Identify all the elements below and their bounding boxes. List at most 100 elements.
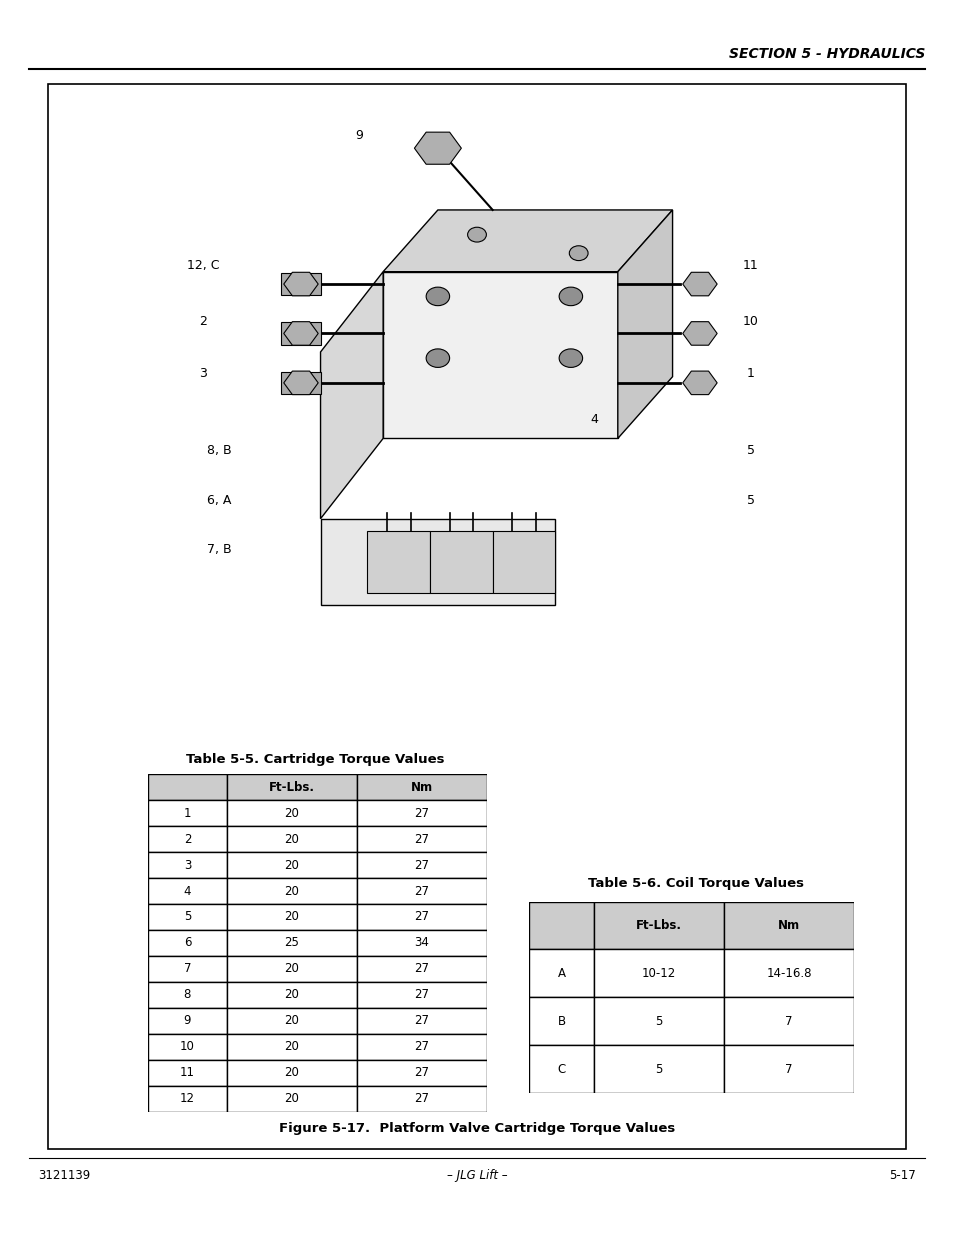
- Text: Table 5-6. Coil Torque Values: Table 5-6. Coil Torque Values: [588, 877, 803, 889]
- Bar: [356, 904, 486, 930]
- Text: 1: 1: [183, 806, 191, 820]
- Text: 7: 7: [183, 962, 191, 976]
- Text: 27: 27: [414, 1040, 429, 1053]
- Bar: [356, 852, 486, 878]
- Circle shape: [467, 227, 486, 242]
- Text: 2: 2: [183, 832, 191, 846]
- Text: 5: 5: [184, 910, 191, 924]
- Bar: [227, 1034, 356, 1060]
- Bar: [529, 1045, 594, 1093]
- Text: Ft-Lbs.: Ft-Lbs.: [269, 781, 314, 794]
- Text: 5: 5: [655, 1015, 662, 1028]
- Bar: [356, 956, 486, 982]
- Bar: [227, 852, 356, 878]
- Text: 27: 27: [414, 1014, 429, 1028]
- Text: 6, A: 6, A: [207, 494, 231, 506]
- Text: 12, C: 12, C: [187, 259, 219, 272]
- Text: A: A: [558, 967, 565, 979]
- Text: 27: 27: [414, 884, 429, 898]
- Bar: [430, 531, 492, 593]
- Text: 20: 20: [284, 962, 299, 976]
- Bar: [594, 998, 723, 1045]
- Circle shape: [558, 350, 582, 368]
- Bar: [281, 372, 320, 394]
- Text: 5: 5: [746, 445, 754, 457]
- Text: 8: 8: [184, 988, 191, 1002]
- Text: 7: 7: [784, 1062, 792, 1076]
- Bar: [148, 1008, 227, 1034]
- Bar: [594, 1045, 723, 1093]
- Bar: [723, 950, 853, 998]
- Bar: [148, 852, 227, 878]
- Bar: [356, 1060, 486, 1086]
- Text: 27: 27: [414, 806, 429, 820]
- Bar: [356, 982, 486, 1008]
- Text: 3: 3: [199, 367, 207, 380]
- Bar: [148, 826, 227, 852]
- Text: 20: 20: [284, 858, 299, 872]
- Bar: [148, 800, 227, 826]
- Text: 20: 20: [284, 806, 299, 820]
- Bar: [148, 1060, 227, 1086]
- Text: 10: 10: [180, 1040, 194, 1053]
- Text: 27: 27: [414, 858, 429, 872]
- Text: Nm: Nm: [777, 919, 800, 932]
- Text: 11: 11: [742, 259, 758, 272]
- Bar: [356, 1086, 486, 1112]
- Bar: [594, 950, 723, 998]
- Bar: [723, 902, 853, 950]
- Text: 5: 5: [655, 1062, 662, 1076]
- Bar: [227, 904, 356, 930]
- Bar: [723, 1045, 853, 1093]
- Circle shape: [426, 288, 449, 306]
- Text: 20: 20: [284, 988, 299, 1002]
- Text: 7, B: 7, B: [206, 543, 231, 556]
- Text: 27: 27: [414, 832, 429, 846]
- Text: 14-16.8: 14-16.8: [765, 967, 811, 979]
- Polygon shape: [283, 321, 318, 346]
- Text: 20: 20: [284, 910, 299, 924]
- Text: 20: 20: [284, 1092, 299, 1105]
- Bar: [356, 930, 486, 956]
- Bar: [227, 1060, 356, 1086]
- Bar: [281, 273, 320, 295]
- Polygon shape: [283, 370, 318, 395]
- Bar: [148, 956, 227, 982]
- Text: 34: 34: [414, 936, 429, 950]
- Bar: [594, 902, 723, 950]
- Text: 5-17: 5-17: [888, 1170, 915, 1182]
- Bar: [356, 878, 486, 904]
- FancyBboxPatch shape: [48, 84, 905, 1149]
- Bar: [227, 826, 356, 852]
- Bar: [148, 1034, 227, 1060]
- Bar: [227, 774, 356, 800]
- Bar: [227, 982, 356, 1008]
- Bar: [227, 930, 356, 956]
- Bar: [281, 322, 320, 345]
- Text: – JLG Lift –: – JLG Lift –: [446, 1170, 507, 1182]
- Text: 27: 27: [414, 910, 429, 924]
- Text: 4: 4: [590, 414, 598, 426]
- Text: 20: 20: [284, 884, 299, 898]
- Bar: [529, 950, 594, 998]
- Bar: [356, 1008, 486, 1034]
- Polygon shape: [320, 272, 383, 519]
- Text: 7: 7: [784, 1015, 792, 1028]
- Text: 12: 12: [180, 1092, 194, 1105]
- Bar: [227, 878, 356, 904]
- Text: 25: 25: [284, 936, 299, 950]
- Text: 20: 20: [284, 1066, 299, 1079]
- Text: 27: 27: [414, 1092, 429, 1105]
- Text: 20: 20: [284, 1014, 299, 1028]
- Bar: [356, 800, 486, 826]
- Polygon shape: [383, 210, 672, 272]
- Bar: [148, 1086, 227, 1112]
- Text: 10-12: 10-12: [641, 967, 676, 979]
- Text: 5: 5: [746, 494, 754, 506]
- Text: 3: 3: [184, 858, 191, 872]
- Text: Table 5-5. Cartridge Torque Values: Table 5-5. Cartridge Torque Values: [186, 753, 443, 766]
- Bar: [148, 904, 227, 930]
- Polygon shape: [283, 272, 318, 296]
- Bar: [227, 956, 356, 982]
- Text: 8, B: 8, B: [206, 445, 231, 457]
